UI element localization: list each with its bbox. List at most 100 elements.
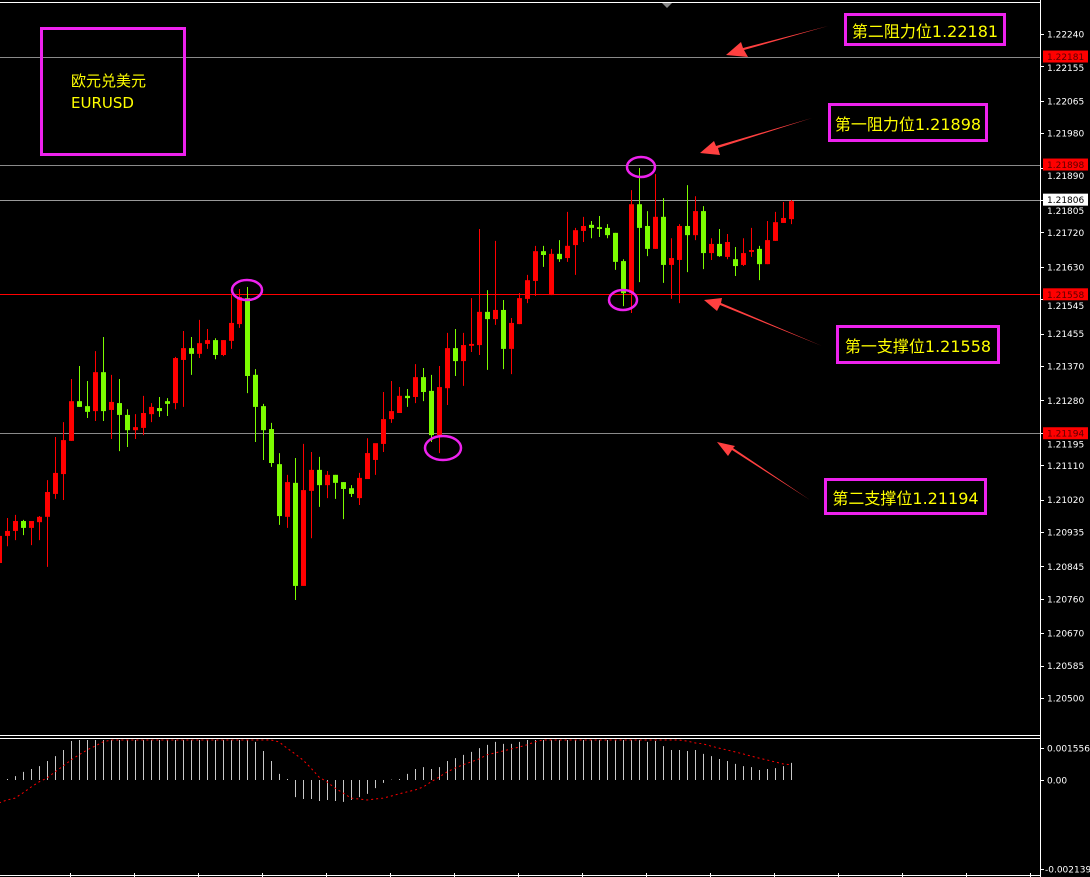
candle-body [461,345,466,362]
candle-body [717,243,722,257]
candle [197,319,202,359]
price-tick-label: 1.21630 [1047,263,1084,273]
price-tick-label: 1.20760 [1047,595,1084,605]
candle-body [269,429,274,464]
chart-shift-marker-icon[interactable] [662,3,672,8]
candles [0,167,794,601]
price-tick-label: 1.21370 [1047,363,1084,373]
candle [125,409,130,447]
candle-body [93,372,98,412]
candle-body [573,230,578,246]
candle [389,380,394,423]
candle-body [125,414,130,431]
candle [341,482,346,520]
candle [53,437,58,499]
price-tick-label: 1.20935 [1047,529,1084,539]
candle [725,234,730,260]
candle-body [45,492,50,517]
candle [61,422,66,501]
candle-body [29,521,34,528]
candle [533,245,538,296]
candle-body [189,348,194,354]
candle [749,227,754,257]
candle-body [157,408,162,412]
candle [589,221,594,239]
price-tick-label: 1.21980 [1047,130,1084,140]
candle-body [581,225,586,231]
candle-body [373,443,378,460]
candle-body [277,464,282,517]
candle-body [237,296,242,325]
candle-body [341,482,346,489]
candle [213,338,218,360]
candle [285,474,290,528]
candle-body [525,280,530,299]
candle-body [733,259,738,267]
candle [253,369,258,443]
candle-body [725,242,730,257]
candle [709,238,714,260]
candle [621,259,626,307]
candle [317,456,322,507]
candle-body [261,406,266,431]
candle [269,422,274,467]
candle-body [405,395,410,399]
candle-body [549,253,554,296]
candle [429,374,434,443]
candle [637,167,642,283]
price-axis[interactable]: 1.222401.221551.220651.219801.218901.218… [1040,31,1088,705]
candle-body [701,211,706,254]
candle [77,366,82,407]
candle-body [437,387,442,436]
resistance-1-label: 第一阻力位1.21898 [828,103,988,142]
high-ellipse-1 [230,278,264,302]
candle-body [501,309,506,349]
candle-body [629,204,634,294]
symbol-name-cn: 欧元兑美元 [71,72,147,90]
candle [181,330,186,407]
price-tick-label: 1.21545 [1047,302,1084,312]
candle-body [37,516,42,523]
candle-body [557,253,562,260]
arrow-icon [717,442,810,500]
price-badge-label: 1.21194 [1047,430,1084,440]
level-price-badge [1043,50,1088,63]
candle [165,398,170,417]
candle [93,351,98,422]
candle [741,238,746,267]
candle-body [789,201,794,220]
candle [133,414,138,439]
candle [469,298,474,352]
price-badge-label: 1.22181 [1047,53,1084,63]
candle [229,295,234,349]
candle-body [693,211,698,236]
price-tick-label: 1.21110 [1047,462,1084,472]
candle [549,248,554,296]
candle [437,366,442,454]
candle [685,185,690,273]
candle-body [477,311,482,346]
candle [309,451,314,539]
candle [5,517,10,547]
price-tick-label: 1.21805 [1047,207,1084,217]
candle-body [5,530,10,536]
frame [0,0,1041,877]
candle-body [541,251,546,255]
candle-body [141,413,146,428]
candle-body [109,401,114,410]
candle [573,227,578,275]
price-badge-label: 1.21898 [1047,161,1084,171]
candle-body [325,474,330,486]
candle [173,356,178,410]
candle [461,332,466,386]
candle [501,300,506,370]
candle-body [493,309,498,320]
candle-body [253,374,258,407]
candle [45,480,50,567]
candle [493,240,498,325]
candle-body [749,250,754,252]
candle-body [0,535,2,564]
price-tick-label: 1.20500 [1047,695,1084,705]
candle-body [285,482,290,517]
